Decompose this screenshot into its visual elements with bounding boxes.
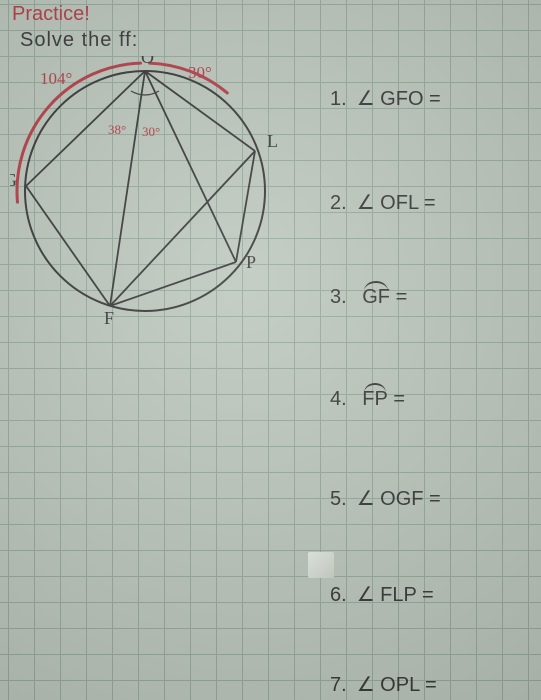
question-number: 6.	[330, 584, 347, 606]
point-label-f: F	[104, 308, 114, 328]
arc-notation: FP	[362, 388, 388, 411]
question-3: 3. GF =	[330, 286, 407, 309]
heading-practice: Practice!	[12, 3, 90, 26]
question-text: ∠ GFO =	[357, 88, 441, 110]
question-number: 7.	[330, 674, 347, 696]
question-7: 7. ∠ OPL =	[330, 672, 437, 697]
question-6: 6. ∠ FLP =	[330, 582, 434, 607]
question-number: 5.	[330, 488, 347, 510]
question-text: ∠ OPL =	[357, 674, 437, 696]
question-number: 2.	[330, 192, 347, 214]
point-label-l: L	[267, 131, 278, 151]
arc-label: 30°	[142, 124, 160, 139]
arc-notation: GF	[362, 286, 390, 309]
arc-label: 104°	[40, 69, 72, 88]
point-label-o: O	[141, 56, 154, 67]
question-2: 2. ∠ OFL =	[330, 190, 436, 215]
question-number: 4.	[330, 388, 347, 410]
heading-solve: Solve the ff:	[20, 29, 138, 52]
arc-label: 30°	[188, 63, 212, 82]
question-number: 3.	[330, 286, 347, 308]
question-text: ∠ FLP =	[357, 584, 434, 606]
point-label-g: G	[10, 170, 17, 190]
question-text: ∠ OFL =	[357, 192, 436, 214]
question-text: ∠ OGF =	[357, 488, 441, 510]
question-1: 1. ∠ GFO =	[330, 86, 441, 111]
geometry-diagram: O L P F G 104° 30° 38° 30°	[10, 56, 300, 351]
point-label-p: P	[246, 252, 256, 272]
paper-glare	[308, 552, 334, 578]
question-number: 1.	[330, 88, 347, 110]
arc-label: 38°	[108, 122, 126, 137]
question-5: 5. ∠ OGF =	[330, 486, 441, 511]
question-4: 4. FP =	[330, 388, 405, 411]
